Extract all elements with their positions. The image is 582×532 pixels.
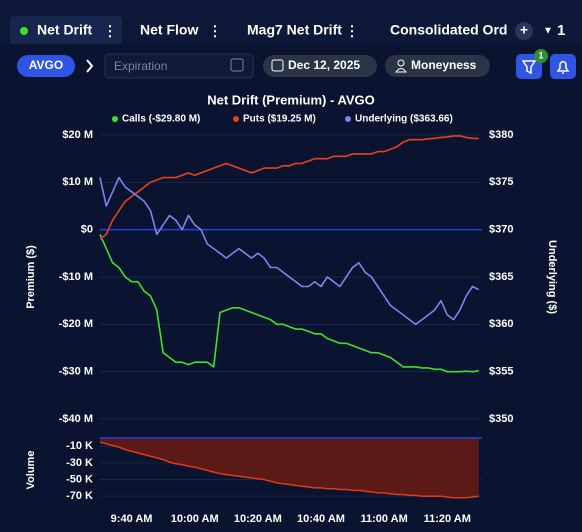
moneyness-pill[interactable] — [385, 55, 490, 77]
x-tick-label: 11:00 AM — [360, 513, 407, 525]
active-tab-bg[interactable] — [10, 16, 122, 44]
y-axis-label: Premium ($) — [25, 245, 37, 309]
expiration-input[interactable] — [104, 53, 254, 79]
y2-tick-label: $365 — [489, 271, 513, 283]
chevron — [86, 59, 94, 73]
filter-badge — [534, 49, 548, 63]
tab-count: 1 — [557, 22, 565, 39]
filter-icon — [521, 60, 537, 75]
date-pill[interactable] — [263, 55, 377, 77]
legend-label: Underlying ($363.66) — [355, 114, 453, 125]
tab-label[interactable]: Net Drift — [37, 22, 93, 38]
y2-axis-label: Underlying ($) — [546, 240, 558, 314]
legend-label: Calls (-$29.80 M) — [122, 114, 200, 125]
moneyness: Moneyness — [411, 58, 477, 72]
y-tick-label: -50 K — [66, 473, 93, 485]
symbol: AVGO — [29, 58, 63, 72]
series-line — [99, 176, 480, 326]
y-tick-label: $0 — [81, 224, 93, 236]
y-tick-label: -30 K — [66, 457, 93, 469]
tab-clip: Consolidated Ord — [390, 22, 507, 38]
y-tick-label: -$20 M — [59, 318, 93, 330]
tab-dropdown[interactable]: ▼ — [543, 26, 553, 37]
x-tick-label: 10:20 AM — [234, 513, 282, 525]
user-icon — [395, 68, 407, 73]
calendar-icon — [230, 58, 244, 72]
y2-tick-label: $355 — [489, 366, 513, 378]
x-tick-label: 10:00 AM — [171, 513, 219, 525]
legend-swatch — [112, 116, 118, 122]
y-tick-label: -$30 M — [59, 366, 93, 378]
tab-label[interactable]: Mag7 Net Drift — [247, 22, 342, 38]
tab-menu[interactable]: ⋮ — [208, 23, 222, 39]
y2-tick-label: $370 — [489, 224, 513, 236]
series-line — [99, 234, 479, 373]
status-dot — [20, 27, 28, 35]
y-tick-label: $20 M — [62, 129, 93, 141]
series-line — [99, 135, 479, 240]
legend-swatch — [345, 116, 351, 122]
tab-menu[interactable]: ⋮ — [103, 23, 117, 39]
y2-tick-label: $360 — [489, 318, 513, 330]
bell-icon — [556, 60, 570, 74]
y2-tick-label: $375 — [489, 176, 513, 188]
tab-menu[interactable]: ⋮ — [345, 23, 359, 39]
user-icon — [397, 59, 405, 67]
x-tick-label: 9:40 AM — [111, 513, 153, 525]
volume-area — [100, 438, 479, 498]
add-icon: + — [520, 22, 528, 38]
legend-swatch — [233, 116, 239, 122]
y-tick-label: -$10 M — [59, 271, 93, 283]
y-tick-label: $10 M — [62, 176, 93, 188]
y2-tick-label: $380 — [489, 129, 513, 141]
x-tick-label: 10:40 AM — [297, 513, 345, 525]
notifications-button[interactable] — [550, 54, 576, 79]
y-tick-label: -70 K — [66, 490, 93, 502]
volume-axis-label: Volume — [25, 451, 37, 490]
y2-tick-label: $350 — [489, 413, 513, 425]
y-tick-label: -10 K — [66, 440, 93, 452]
expiration-placeholder: Expiration — [114, 59, 167, 73]
date: Dec 12, 2025 — [288, 58, 360, 72]
filter-badge-count: 1 — [538, 50, 543, 60]
y-tick-label: -$40 M — [59, 413, 93, 425]
tab-label[interactable]: Consolidated Ord — [390, 22, 507, 38]
tab-label[interactable]: Net Flow — [140, 22, 198, 38]
volume-line — [99, 441, 479, 499]
add-tab[interactable] — [515, 22, 533, 40]
chart-title: Net Drift (Premium) - AVGO — [207, 92, 375, 107]
x-tick-label: 11:20 AM — [424, 513, 471, 525]
legend-label: Puts ($19.25 M) — [243, 114, 316, 125]
symbol-pill[interactable] — [17, 55, 75, 77]
calendar-icon — [271, 59, 284, 72]
